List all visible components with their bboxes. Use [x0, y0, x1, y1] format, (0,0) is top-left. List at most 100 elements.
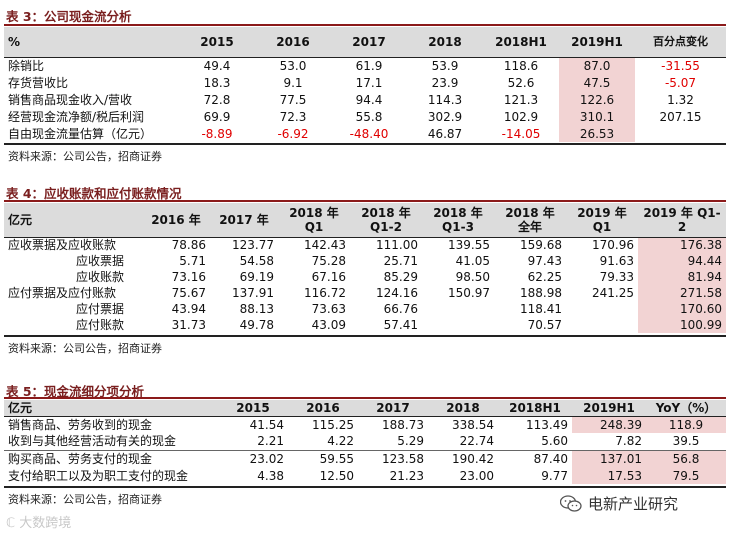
table5-header-cell: 2016 [288, 400, 358, 416]
table4: 亿元 2016 年 2017 年 2018 年 Q1 2018 年 Q1-2 2… [4, 203, 726, 333]
table4-row-label: 应收账款 [76, 270, 125, 284]
watermark-right-text: 电新产业研究 [588, 495, 679, 513]
table4-source: 资料来源：公司公告，招商证券 [8, 342, 162, 355]
table-cell-negative: -48.40 [349, 126, 389, 141]
table3-header-cell: % [4, 27, 179, 57]
table-cell: 123.58 [358, 449, 428, 467]
table-cell: 78.86 [171, 238, 206, 253]
table-cell: 9.1 [283, 75, 303, 90]
table-cell: 1.32 [667, 92, 694, 107]
table-cell: 4.22 [327, 434, 354, 449]
table-cell [566, 317, 638, 333]
table-cell: 52.6 [507, 75, 535, 90]
table3-row-label: 存货营收比 [8, 75, 69, 90]
table4-title: 表 4：应收账款和应付账款情况 [6, 186, 182, 201]
table5: 亿元 2015 2016 2017 2018 2018H1 2019H1 YoY… [4, 400, 726, 484]
table-cell: 21.23 [389, 468, 424, 483]
table-cell: 53.0 [279, 58, 307, 73]
table5-row-label: 购买商品、劳务支付的现金 [4, 449, 218, 467]
table-cell: 124.16 [376, 286, 418, 300]
watermark-left: ℂ 大数跨境 [6, 512, 71, 531]
table-cell: 302.9 [427, 109, 463, 124]
table-row: 购买商品、劳务支付的现金 23.02 59.55 123.58 190.42 8… [4, 449, 726, 467]
table-cell: 43.09 [311, 318, 346, 332]
table3-row-label: 除销比 [8, 58, 45, 73]
table-cell: 188.73 [382, 417, 424, 432]
table-cell: 23.9 [431, 75, 459, 90]
table-cell: 97.43 [527, 254, 562, 268]
table-row: 应付票据及应付账款 75.67 137.91 116.72 124.16 150… [4, 285, 726, 301]
table-cell: 114.3 [427, 92, 463, 107]
table-cell: 72.8 [203, 92, 231, 107]
table-cell: 150.97 [448, 286, 490, 300]
table-cell-negative: -6.92 [277, 126, 309, 141]
table-cell-highlight: 271.58 [638, 285, 726, 301]
table-cell: 77.5 [279, 92, 307, 107]
table-cell: 123.77 [232, 238, 274, 253]
table-cell-highlight: 310.1 [559, 108, 635, 125]
table-cell-highlight: 17.53 [572, 467, 646, 484]
table-cell: 88.13 [239, 302, 274, 316]
table-cell-highlight: 100.99 [638, 317, 726, 333]
wechat-icon [560, 494, 582, 512]
table-cell: 241.25 [592, 286, 634, 300]
table3-header-cell: 2018 [407, 27, 483, 57]
table-row: 收到与其他经营活动有关的现金 2.21 4.22 5.29 22.74 5.60… [4, 433, 726, 450]
table4-row-label: 应付票据 [76, 302, 125, 316]
table5-bottom-rule [4, 486, 726, 488]
table3-title-rule [4, 24, 726, 26]
table-cell: 55.8 [355, 109, 383, 124]
table-cell: 22.74 [459, 434, 494, 449]
table5-source: 资料来源：公司公告，招商证券 [8, 493, 162, 506]
table-cell [422, 317, 494, 333]
table-row: 应收票据 5.71 54.58 75.28 25.71 41.05 97.43 … [4, 253, 726, 269]
table-cell: 7.82 [615, 434, 642, 449]
table-cell: 102.9 [503, 109, 539, 124]
table5-header-cell: 2018 [428, 400, 498, 416]
table5-row-label: 销售商品、劳务收到的现金 [8, 417, 153, 432]
table-cell: 61.9 [355, 58, 383, 73]
table-cell: 57.41 [383, 318, 418, 332]
table-cell: 2.21 [257, 434, 284, 449]
table-cell: 137.91 [232, 286, 274, 300]
table4-header-row: 亿元 2016 年 2017 年 2018 年 Q1 2018 年 Q1-2 2… [4, 203, 726, 237]
watermark-left-text: 大数跨境 [19, 516, 72, 531]
table-cell: 75.28 [311, 254, 346, 268]
table-cell: 139.55 [448, 238, 490, 253]
table-cell: 87.40 [498, 449, 572, 467]
table3-bottom-rule [4, 143, 726, 145]
table-cell-highlight: 87.0 [559, 57, 635, 74]
table3-row-label: 经营现金流净额/税后利润 [8, 109, 145, 124]
table-cell: 41.05 [455, 254, 490, 268]
table5-header-cell: 2017 [358, 400, 428, 416]
table-cell: 9.77 [541, 468, 568, 483]
table-cell-negative: -5.07 [664, 75, 697, 90]
table4-title-rule [4, 200, 726, 202]
table-cell-highlight: 176.38 [638, 237, 726, 253]
table5-title: 表 5：现金流细分项分析 [6, 384, 145, 399]
watermark-left-icon: ℂ [6, 516, 20, 531]
table-cell: 41.54 [249, 417, 284, 432]
table-cell: 23.02 [218, 449, 288, 467]
table-cell: 17.1 [355, 75, 383, 90]
table-row: 支付给职工以及为职工支付的现金 4.38 12.50 21.23 23.00 9… [4, 467, 726, 484]
table-cell: 121.3 [503, 92, 539, 107]
table-cell: 62.25 [527, 270, 562, 284]
table4-header-cell: 亿元 [4, 203, 142, 237]
table-cell: 91.63 [599, 254, 634, 268]
table-cell-highlight: 94.44 [638, 253, 726, 269]
table5-header-cell: 2019H1 [572, 400, 646, 416]
table4-header-cell: 2018 年 Q1-3 [422, 203, 494, 237]
table-cell: 5.29 [397, 434, 424, 449]
table5-header-row: 亿元 2015 2016 2017 2018 2018H1 2019H1 YoY… [4, 400, 726, 416]
table3-header-cell: 2017 [331, 27, 407, 57]
table-row: 应付账款 31.73 49.78 43.09 57.41 70.57 100.9… [4, 317, 726, 333]
table-cell: 94.4 [355, 92, 383, 107]
table-row: 销售商品现金收入/营收 72.8 77.5 94.4 114.3 121.3 1… [4, 91, 726, 108]
table-cell: 18.3 [203, 75, 231, 90]
table3-header-cell: 2018H1 [483, 27, 559, 57]
table3-title: 表 3：公司现金流分析 [6, 9, 132, 24]
table4-row-label: 应收票据及应收账款 [8, 238, 117, 253]
table5-header-cell: YoY（%） [646, 400, 726, 416]
table3-header-cell: 百分点变化 [635, 27, 726, 57]
